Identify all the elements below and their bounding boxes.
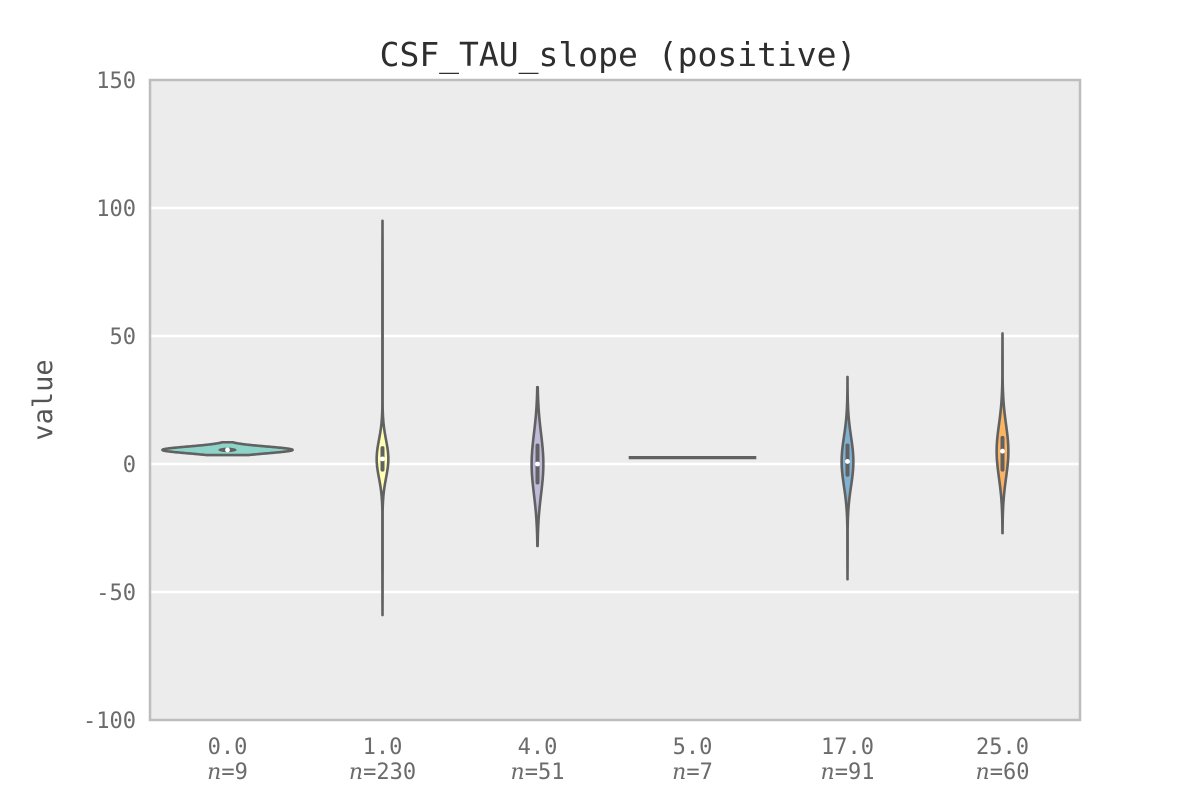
plot-border (148, 78, 1082, 722)
x-tick-label: 4.0 (518, 735, 558, 760)
violin-body (840, 375, 855, 581)
x-tick-label: 5.0 (673, 735, 713, 760)
sample-size-label: n=91 (821, 760, 875, 785)
violins (161, 219, 1010, 617)
y-tick-label: -100 (83, 709, 136, 734)
chart-title: CSF_TAU_slope (positive) (380, 35, 857, 75)
violin-0.0 (161, 440, 294, 457)
violin-body (995, 332, 1010, 535)
y-tick-label: 0 (123, 453, 136, 478)
median-point (535, 461, 540, 467)
x-tick-label: 1.0 (363, 735, 403, 760)
median-point (1000, 448, 1005, 454)
iqr-box (1000, 435, 1005, 472)
violin-1.0 (375, 219, 390, 617)
violin-25.0 (995, 332, 1010, 535)
y-tick-label: -50 (96, 581, 136, 606)
median-point (225, 447, 230, 453)
sample-size-label: n=7 (672, 760, 713, 785)
violin-4.0 (530, 385, 545, 548)
x-tick-label: 0.0 (208, 735, 248, 760)
x-tick-label: 17.0 (821, 735, 874, 760)
y-axis-label: value (28, 359, 59, 440)
y-tick-label: 100 (96, 197, 136, 222)
x-axis-ticks: 0.0n=9 1.0n=230 4.0n=51 5.0n=7 17.0n=91 25.0n… (207, 735, 1029, 785)
median-point (380, 456, 385, 462)
sample-size-label: n=230 (349, 760, 416, 785)
sample-size-label: n=9 (207, 760, 248, 785)
plot-area (150, 80, 1080, 720)
sample-size-label: n=60 (976, 760, 1030, 785)
violin-body (375, 219, 390, 617)
y-tick-label: 150 (96, 69, 136, 94)
y-tick-label: 50 (110, 325, 137, 350)
sample-size-label: n=51 (511, 760, 565, 785)
x-tick-label: 25.0 (976, 735, 1029, 760)
grid-lines (150, 206, 1080, 594)
violin-17.0 (840, 375, 855, 581)
median-point (845, 459, 850, 464)
y-axis-ticks: -100 -50 0 50 100 150 (83, 69, 136, 734)
